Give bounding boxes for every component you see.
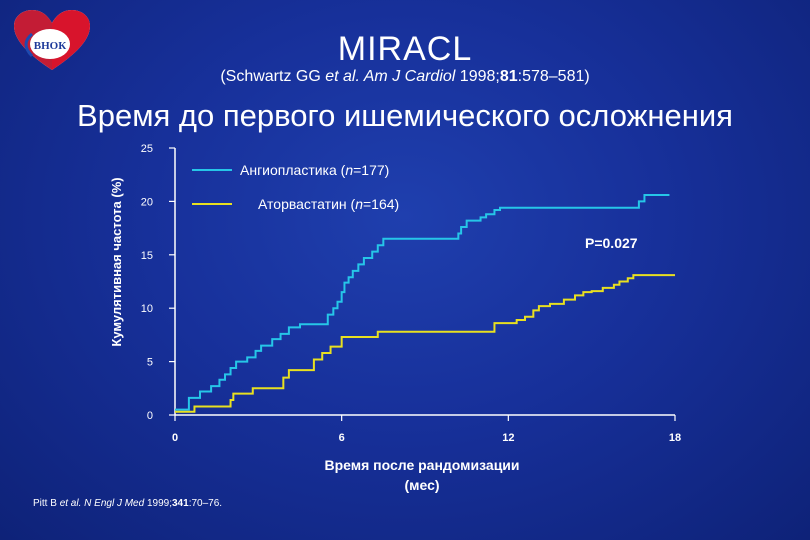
chart-subtitle: Время до первого ишемического осложнения (77, 98, 733, 133)
series-line-atorvastatin (175, 274, 675, 413)
footnote: Pitt B et al. N Engl J Med 1999;341:70–7… (33, 498, 222, 509)
footnote-journal: N Engl J Med (81, 498, 145, 509)
y-tick-label: 10 (141, 303, 153, 315)
chart-series (175, 193, 675, 413)
footnote-year: 1999; (144, 498, 172, 509)
chart-axes: 0 5 10 15 20 25 0 6 12 18 (141, 143, 681, 444)
x-tick-label: 0 (172, 432, 178, 444)
y-tick-label: 5 (147, 357, 153, 369)
series-line-angioplasty (175, 193, 670, 411)
y-tick-label: 25 (141, 143, 153, 155)
footnote-pages: :70–76. (188, 498, 223, 509)
footnote-etal: et al. (59, 498, 82, 509)
citation-pages: :578–581) (517, 68, 590, 85)
citation-volume: 81 (499, 68, 518, 85)
x-tick-label: 12 (502, 432, 514, 444)
legend-label: Аторвастатин (n=164) (258, 196, 399, 212)
y-tick-label: 20 (141, 196, 153, 208)
page-title: MIRACL (337, 30, 473, 68)
x-tick-label: 6 (339, 432, 345, 444)
y-tick-label: 0 (147, 410, 153, 422)
logo: ВНОК (12, 10, 92, 79)
heart-logo-icon: ВНОК (14, 10, 90, 70)
y-axis-label: Кумулятивная частота (%) (109, 177, 124, 346)
footnote-author: Pitt B (33, 498, 60, 509)
x-tick-label: 18 (669, 432, 681, 444)
citation-author: (Schwartz GG (220, 68, 326, 85)
citation-journal: Am J Cardiol (359, 68, 456, 85)
citation-etal: et al. (325, 68, 360, 85)
footnote-volume: 341 (172, 498, 189, 509)
chart-legend: Ангиопластика (n=177) Аторвастатин (n=164… (192, 162, 399, 212)
x-axis-label-unit: (мес) (404, 477, 439, 493)
x-axis-label: Время после рандомизации (324, 457, 519, 473)
logo-text: ВНОК (34, 40, 66, 52)
legend-label: Ангиопластика (n=177) (240, 162, 389, 178)
citation: (Schwartz GG et al. Am J Cardiol 1998;81… (0, 68, 810, 86)
p-value-annotation: P=0.027 (585, 235, 638, 251)
citation-year: 1998; (455, 68, 500, 85)
y-tick-label: 15 (141, 250, 153, 262)
chart-labels: P=0.027 Кумулятивная частота (%) Время пос… (109, 177, 638, 493)
